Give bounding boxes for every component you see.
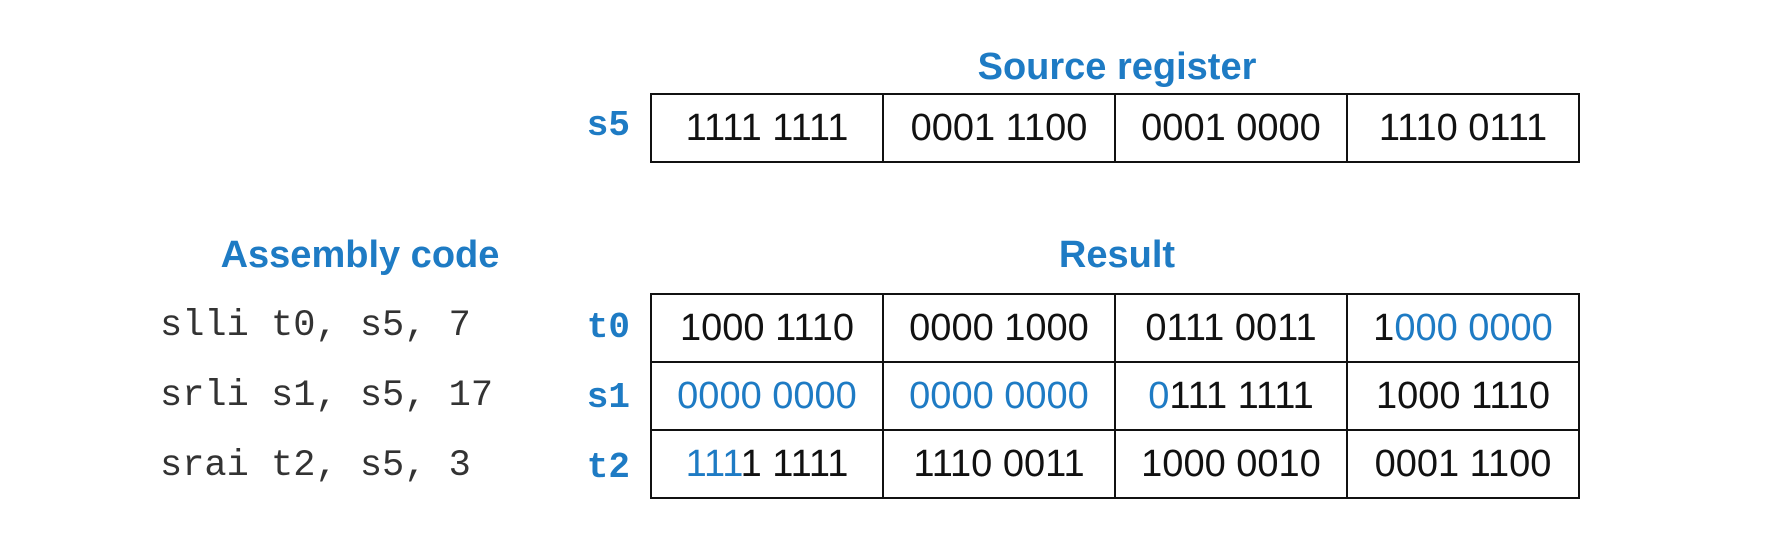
result-byte: 1000 0010 bbox=[1114, 429, 1348, 499]
original-bits: 1 1111 bbox=[740, 442, 849, 485]
original-bits: 1110 0011 bbox=[913, 442, 1085, 485]
source-byte: 0001 1100 bbox=[882, 93, 1116, 163]
result-register-label: t0 bbox=[586, 307, 630, 348]
result-row: 1111 1111 1110 0011 1000 0010 0001 1100 bbox=[650, 429, 1580, 499]
shifted-bits: 0000 0000 bbox=[677, 374, 857, 417]
result-byte: 1000 1110 bbox=[1346, 361, 1580, 431]
result-heading: Result bbox=[1058, 234, 1176, 276]
result-row: 1000 1110 0000 1000 0111 0011 1000 0000 bbox=[650, 293, 1580, 363]
shifted-bits: 0 bbox=[1148, 374, 1170, 417]
result-byte: 1110 0011 bbox=[882, 429, 1116, 499]
source-register-label: s5 bbox=[586, 105, 630, 146]
source-register-table: 1111 1111 0001 1100 0001 0000 1110 0111 bbox=[650, 93, 1580, 163]
source-byte: 1110 0111 bbox=[1346, 93, 1580, 163]
result-byte: 0000 0000 bbox=[650, 361, 884, 431]
result-byte: 1000 1110 bbox=[650, 293, 884, 363]
result-row: 0000 0000 0000 0000 0111 1111 1000 1110 bbox=[650, 361, 1580, 431]
original-bits: 1000 0010 bbox=[1141, 442, 1321, 485]
assembly-code-heading: Assembly code bbox=[220, 234, 500, 276]
result-byte: 0111 1111 bbox=[1114, 361, 1348, 431]
original-bits: 1000 1110 bbox=[680, 306, 854, 349]
result-byte: 0000 0000 bbox=[882, 361, 1116, 431]
assembly-line: slli t0, s5, 7 bbox=[160, 305, 471, 347]
source-register-heading: Source register bbox=[977, 46, 1257, 88]
result-register-label: s1 bbox=[586, 377, 630, 418]
source-byte: 1111 1111 bbox=[650, 93, 884, 163]
result-byte: 0000 1000 bbox=[882, 293, 1116, 363]
source-byte: 0001 0000 bbox=[1114, 93, 1348, 163]
result-byte: 1111 1111 bbox=[650, 429, 884, 499]
original-bits: 1000 1110 bbox=[1376, 374, 1550, 417]
shifted-bits: 000 0000 bbox=[1394, 306, 1553, 349]
result-register-label: t2 bbox=[586, 447, 630, 488]
original-bits: 111 1111 bbox=[1169, 374, 1314, 417]
original-bits: 0000 1000 bbox=[909, 306, 1089, 349]
result-byte: 1000 0000 bbox=[1346, 293, 1580, 363]
shifted-bits: 111 bbox=[685, 442, 741, 485]
original-bits: 1 bbox=[1373, 306, 1395, 349]
result-byte: 0111 0011 bbox=[1114, 293, 1348, 363]
shifted-bits: 0000 0000 bbox=[909, 374, 1089, 417]
source-register-row: 1111 1111 0001 1100 0001 0000 1110 0111 bbox=[650, 93, 1580, 163]
result-table: 1000 1110 0000 1000 0111 0011 1000 0000 … bbox=[650, 293, 1580, 499]
original-bits: 0111 0011 bbox=[1145, 306, 1317, 349]
original-bits: 0001 1100 bbox=[1374, 442, 1552, 485]
result-byte: 0001 1100 bbox=[1346, 429, 1580, 499]
assembly-line: srai t2, s5, 3 bbox=[160, 445, 471, 487]
assembly-line: srli s1, s5, 17 bbox=[160, 375, 494, 417]
